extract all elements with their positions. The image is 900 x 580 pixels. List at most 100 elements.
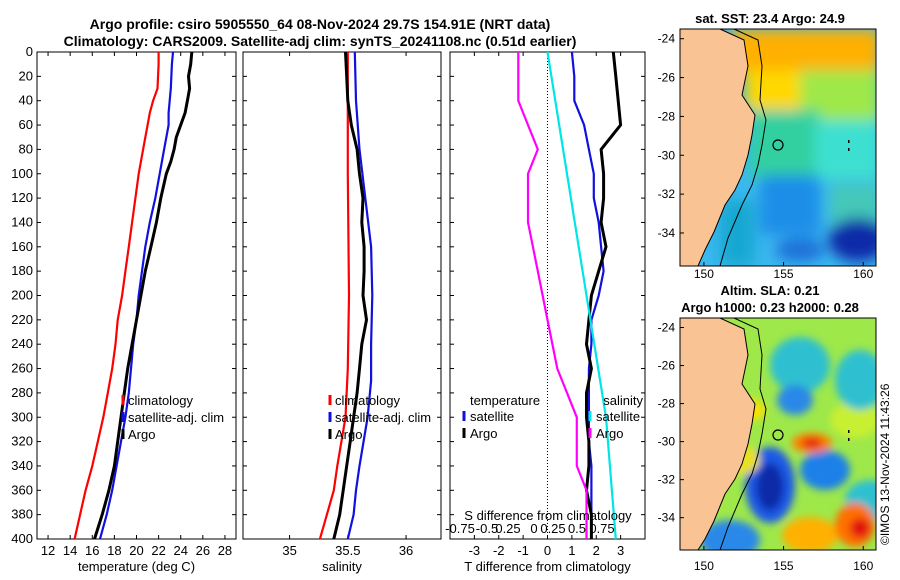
lon-tick-label: 160	[853, 559, 873, 573]
lat-tick-label: -34	[658, 511, 676, 525]
y-tick-label: 160	[11, 239, 33, 254]
series-temperature-argo-line	[585, 51, 623, 539]
y-tick-label: 140	[11, 214, 33, 229]
lat-tick-label: -30	[658, 435, 676, 449]
series-climatology-line	[318, 52, 351, 540]
series-salinity-satellite-line	[546, 51, 617, 540]
y-tick-label: 380	[11, 507, 33, 522]
sla-map-frame	[679, 317, 877, 551]
sla-map-axes: -24 -26 -28 -30 -32 -34 150 155 160	[658, 321, 874, 573]
x-tick-label: 1	[568, 543, 575, 558]
y-tick-label: 300	[11, 409, 33, 424]
y-tick-label: 120	[11, 190, 33, 205]
x-tick-label: 28	[218, 543, 232, 558]
sst-map-frame	[679, 28, 877, 267]
y-tick-label: 280	[11, 385, 33, 400]
profile-panel-1[interactable]: 0 20 40 60 80 100 120 140 160 180 200 220 240 260 280 3…	[11, 44, 237, 574]
sst-map[interactable]	[680, 29, 888, 266]
y-tick-label: 200	[11, 288, 33, 303]
series-satellite-adj-clim-line	[346, 51, 374, 540]
y-tick-label: 180	[11, 263, 33, 278]
y-tick-label: 40	[19, 93, 33, 108]
chart-title-line1: Argo profile: csiro 5905550_64 08-Nov-20…	[89, 16, 551, 32]
lon-tick-label: 150	[694, 267, 714, 281]
sla-float-marker	[772, 429, 784, 441]
lat-tick-label: -24	[658, 321, 676, 335]
lon-tick-label: 155	[774, 559, 794, 573]
y-tick-label: 80	[19, 141, 33, 156]
series-temperature-satellite-line	[570, 51, 605, 539]
legend-label: satellite-adj. clim	[128, 410, 224, 425]
secondary-x-axis-label: S difference from climatology	[464, 508, 632, 523]
lat-tick-label: -26	[658, 71, 676, 85]
lat-tick-label: -28	[658, 109, 676, 123]
secondary-x-tick-label: -0.75	[445, 521, 475, 536]
sst-map-title: sat. SST: 23.4 Argo: 24.9	[695, 11, 845, 26]
legend-label: Argo	[128, 427, 155, 442]
legend-label: climatology	[128, 393, 194, 408]
lat-tick-label: -32	[658, 187, 676, 201]
y-tick-label: 360	[11, 482, 33, 497]
sla-map-title-line2: Argo h1000: 0.23 h2000: 0.28	[681, 300, 859, 315]
secondary-x-tick-label: -0.5	[476, 521, 498, 536]
sst-float-marker	[772, 139, 784, 151]
legend-label: satellite	[596, 409, 640, 424]
lon-tick-label: 150	[694, 559, 714, 573]
legend-label: Argo	[470, 426, 497, 441]
x-tick-label: 35	[282, 543, 296, 558]
y-tick-label: 340	[11, 458, 33, 473]
x-tick-label: 16	[85, 543, 99, 558]
y-tick-label: 220	[11, 312, 33, 327]
legend-label: Argo	[335, 427, 362, 442]
x-axis-label: salinity	[322, 559, 362, 574]
series-argo-line	[93, 51, 194, 540]
series-climatology-line	[73, 52, 160, 540]
legend-label: climatology	[335, 393, 401, 408]
x-tick-label: -3	[469, 543, 481, 558]
x-tick-label: 2	[593, 543, 600, 558]
x-axis-label: temperature (deg C)	[78, 559, 195, 574]
lat-tick-label: -28	[658, 397, 676, 411]
secondary-x-tick-label: 0.25	[495, 521, 520, 536]
secondary-x-tick-label: 0.75	[589, 521, 614, 536]
profile-panel-3[interactable]: -3 -2 -1 0 1 2 3T difference from climatology t…	[445, 51, 646, 574]
x-tick-label: 26	[196, 543, 210, 558]
x-tick-label: 36	[399, 543, 413, 558]
y-tick-label: 100	[11, 166, 33, 181]
lat-tick-label: -34	[658, 226, 676, 240]
series-satellite-adj-clim-line	[98, 51, 175, 540]
profile-panel-2[interactable]: 35 35.5 36 salinity climatology satellite-adj…	[242, 51, 442, 574]
legend-header-temperature: temperature	[470, 393, 540, 408]
y-tick-label: 260	[11, 361, 33, 376]
secondary-x-tick-label: 0	[530, 521, 537, 536]
chart-title-line2: Climatology: CARS2009. Satellite-adj cli…	[63, 33, 577, 49]
y-tick-label: 400	[11, 531, 33, 546]
x-tick-label: -1	[517, 543, 529, 558]
sla-map-title-line1: Altim. SLA: 0.21	[720, 283, 820, 298]
x-tick-label: 24	[173, 543, 187, 558]
sla-map[interactable]	[680, 318, 895, 560]
x-tick-label: 18	[107, 543, 121, 558]
x-tick-label: 12	[41, 543, 55, 558]
y-tick-label: 60	[19, 117, 33, 132]
panel-frame	[36, 51, 237, 540]
x-axis-label: T difference from climatology	[464, 559, 631, 574]
secondary-x-tick-label: 0.5	[568, 521, 586, 536]
legend-label: satellite-adj. clim	[335, 410, 431, 425]
legend-label: satellite	[470, 409, 514, 424]
lat-tick-label: -24	[658, 32, 676, 46]
x-tick-label: 22	[151, 543, 165, 558]
series-salinity-argo-line	[517, 52, 588, 539]
legend-header-salinity: salinity	[603, 393, 643, 408]
series-argo-line	[332, 51, 368, 540]
lat-tick-label: -32	[658, 473, 676, 487]
lon-tick-label: 160	[853, 267, 873, 281]
x-tick-label: 14	[63, 543, 77, 558]
legend-label: Argo	[596, 426, 623, 441]
lat-tick-label: -26	[658, 359, 676, 373]
x-tick-label: -2	[493, 543, 505, 558]
sst-map-axes: -24 -26 -28 -30 -32 -34 150 155 160	[658, 32, 874, 281]
y-tick-label: 320	[11, 434, 33, 449]
x-tick-label: 3	[617, 543, 624, 558]
